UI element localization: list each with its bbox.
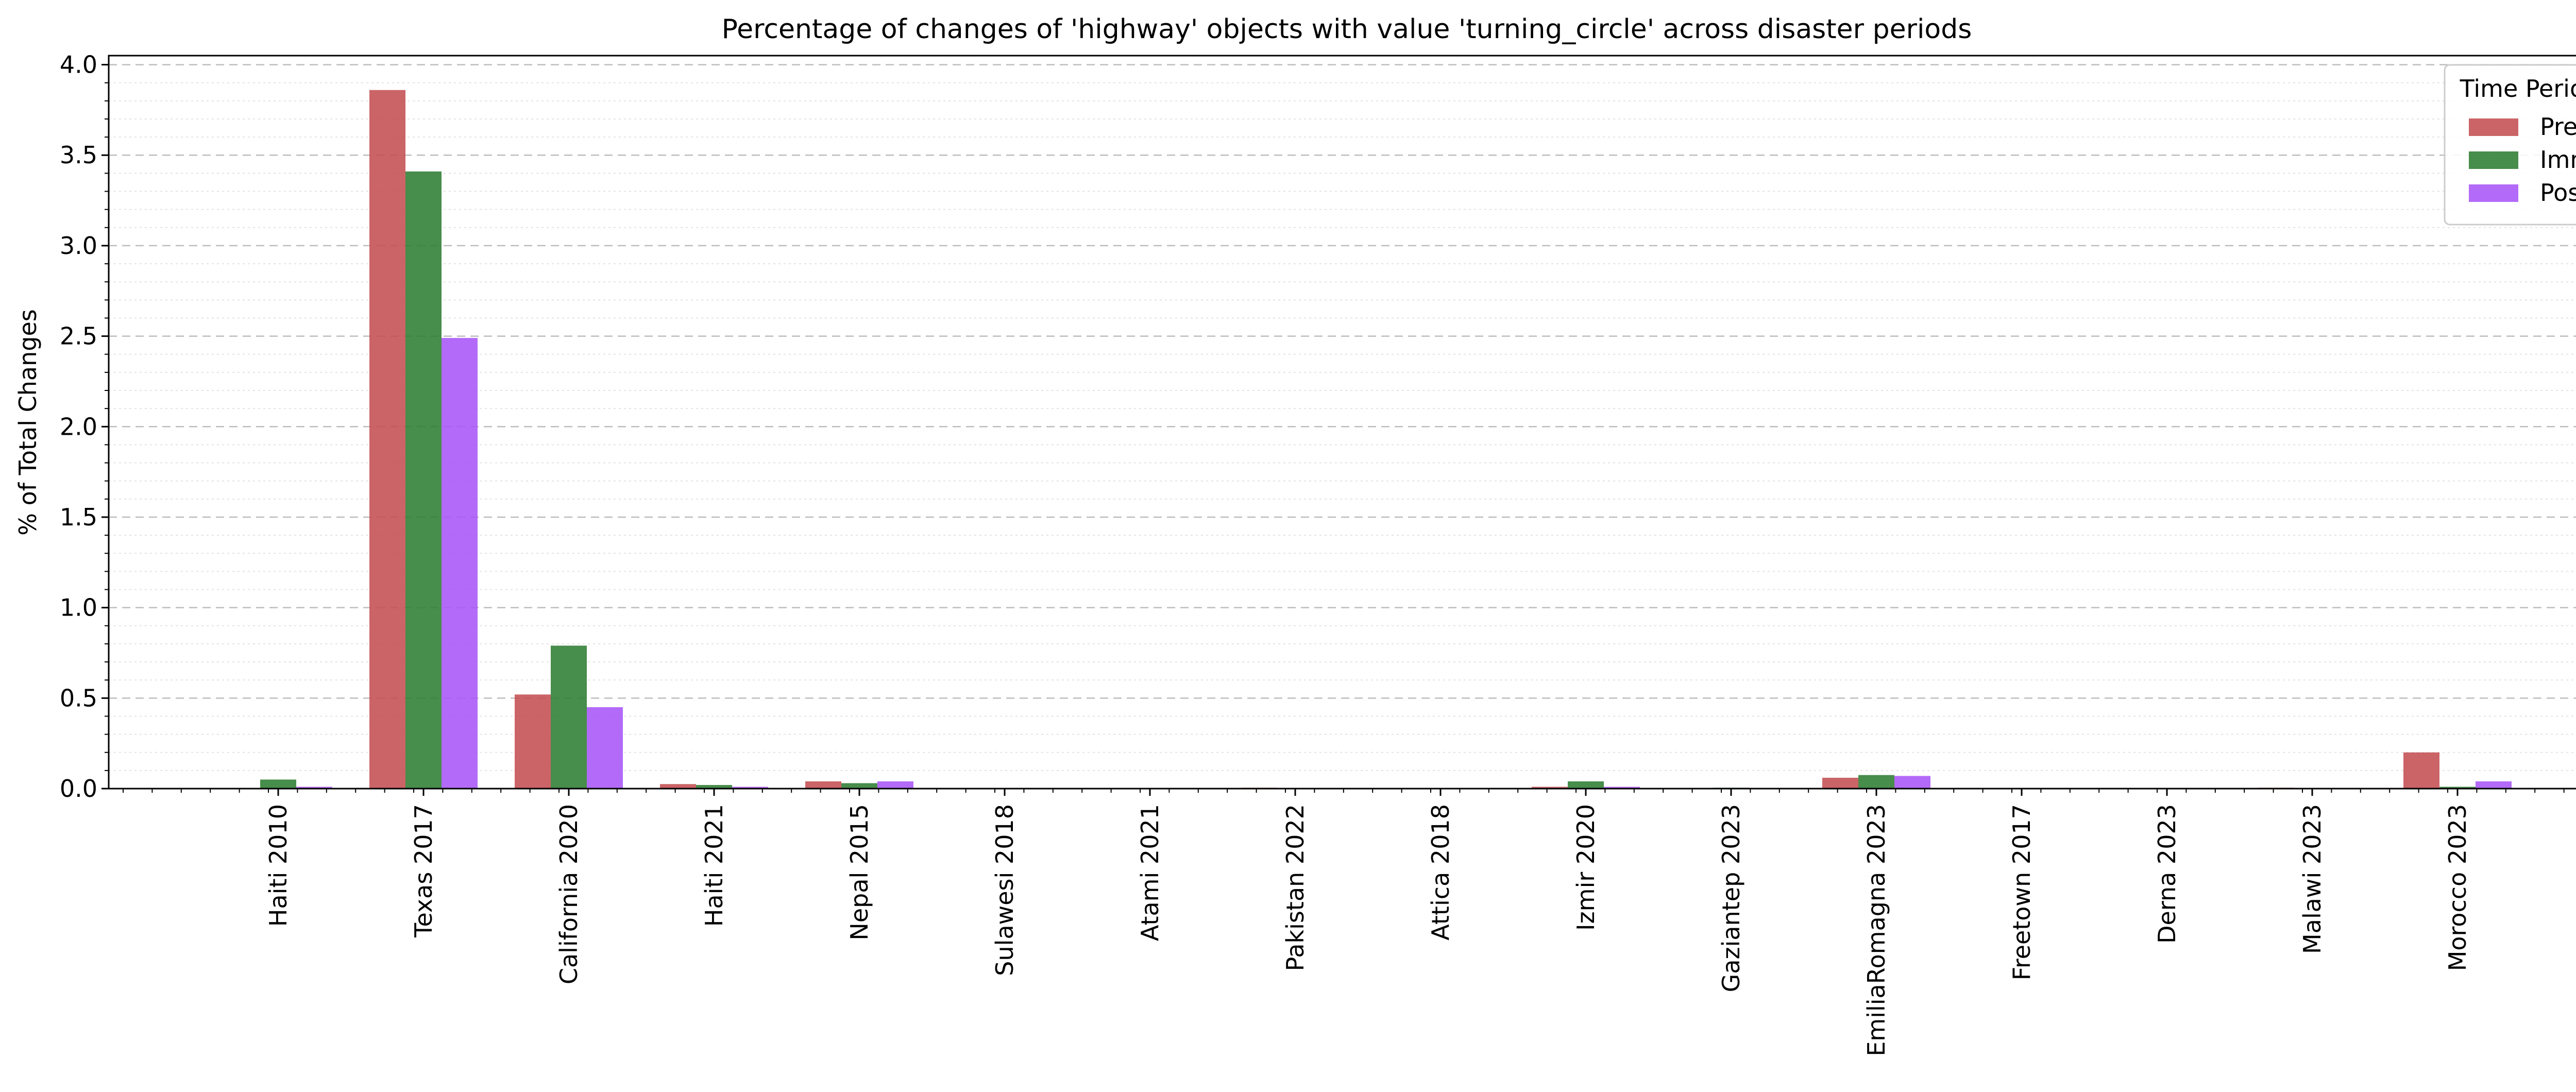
x-tick-label: Malawi 2023 bbox=[2298, 804, 2326, 954]
axis-layer: 0.0 0.5 1.0 1.5 2.0 2.5 3.0 3.5 4.0 Haiti 2010 Tex… bbox=[60, 51, 2565, 1056]
legend-swatch-imm bbox=[2469, 151, 2518, 169]
bar-pre bbox=[805, 781, 841, 789]
bar-pre bbox=[1532, 787, 1568, 789]
legend-swatch-post bbox=[2469, 184, 2518, 202]
bar-imm bbox=[696, 784, 732, 789]
bar-post bbox=[877, 781, 913, 789]
bar-imm bbox=[405, 171, 442, 789]
legend-swatch-pre bbox=[2469, 118, 2518, 136]
x-tick-label: Freetown 2017 bbox=[2008, 804, 2036, 980]
bar-imm bbox=[841, 783, 877, 789]
bar-post bbox=[587, 707, 623, 789]
bar-post bbox=[442, 338, 478, 789]
x-tick-label: Sulawesi 2018 bbox=[991, 804, 1019, 976]
x-tick-label: Haiti 2021 bbox=[700, 804, 728, 927]
x-tick-label: Texas 2017 bbox=[410, 804, 437, 938]
y-tick-label: 2.5 bbox=[60, 322, 97, 350]
bar-post bbox=[1894, 776, 1930, 789]
y-axis-label: % of Total Changes bbox=[14, 309, 42, 535]
bar-imm bbox=[1568, 781, 1604, 789]
bar-pre bbox=[515, 694, 551, 789]
legend-items: Pre Imm Post bbox=[2469, 113, 2576, 207]
y-tick-label: 1.0 bbox=[60, 594, 97, 622]
x-tick-label: Gaziantep 2023 bbox=[1717, 804, 1745, 992]
bar-imm bbox=[1858, 775, 1894, 789]
x-tick-label: Atami 2021 bbox=[1136, 804, 1164, 941]
x-tick-label: Morocco 2023 bbox=[2444, 804, 2471, 971]
bar-post bbox=[296, 787, 332, 789]
bar-imm bbox=[260, 779, 296, 789]
x-tick-label: Pakistan 2022 bbox=[1281, 804, 1309, 971]
x-tick-label: Haiti 2010 bbox=[264, 804, 292, 927]
bar-pre bbox=[2403, 752, 2439, 789]
x-tick-label: Izmir 2020 bbox=[1572, 804, 1600, 931]
bar-post bbox=[2476, 781, 2512, 789]
grid-layer bbox=[109, 64, 2576, 771]
y-tick-label: 4.0 bbox=[60, 51, 97, 79]
legend-label-pre: Pre bbox=[2540, 113, 2576, 141]
x-tick-label: Derna 2023 bbox=[2153, 804, 2181, 944]
bar-pre bbox=[1822, 777, 1858, 789]
x-tick-label: California 2020 bbox=[555, 804, 583, 984]
bar-pre bbox=[660, 784, 696, 789]
y-tick-label: 3.0 bbox=[60, 232, 97, 260]
legend: Time Period Pre Imm Post bbox=[2444, 64, 2576, 226]
x-tick-label: Attica 2018 bbox=[1427, 804, 1454, 941]
y-tick-label: 0.5 bbox=[60, 684, 97, 712]
y-tick-label: 2.0 bbox=[60, 413, 97, 440]
x-tick-label: EmiliaRomagna 2023 bbox=[1862, 804, 1890, 1056]
bars-layer bbox=[260, 90, 2512, 789]
legend-label-imm: Imm bbox=[2540, 146, 2576, 174]
chart-title: Percentage of changes of 'highway' objec… bbox=[722, 14, 1972, 45]
bar-post bbox=[732, 787, 768, 789]
y-tick-label: 3.5 bbox=[60, 141, 97, 169]
bar-imm bbox=[2439, 787, 2476, 789]
bar-imm bbox=[551, 645, 587, 789]
legend-label-post: Post bbox=[2540, 179, 2576, 207]
bar-post bbox=[1604, 787, 1640, 789]
y-tick-label: 0.0 bbox=[60, 775, 97, 803]
bar-pre bbox=[369, 90, 405, 789]
plot-frame bbox=[108, 55, 2576, 790]
legend-title: Time Period bbox=[2460, 75, 2576, 103]
y-tick-label: 1.5 bbox=[60, 503, 97, 531]
x-tick-label: Nepal 2015 bbox=[845, 804, 873, 941]
